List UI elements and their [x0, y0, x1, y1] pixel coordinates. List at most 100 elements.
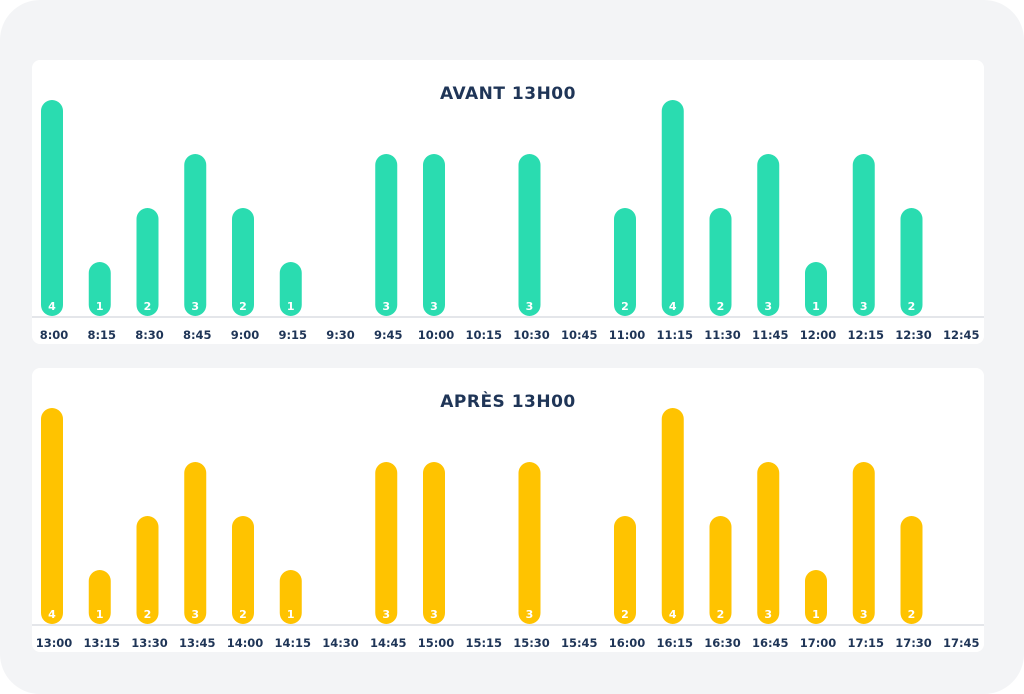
bar	[614, 208, 636, 316]
bar-value-label: 3	[764, 300, 772, 313]
x-tick-label: 14:00	[227, 636, 264, 650]
bar	[709, 516, 732, 624]
x-tick-label: 15:00	[418, 636, 455, 650]
x-tick-label: 15:15	[465, 636, 502, 650]
chart-title: AVANT 13H00	[440, 84, 576, 104]
bar	[852, 154, 875, 316]
bar	[136, 208, 159, 316]
bar-value-label: 1	[96, 608, 104, 621]
chart-panel-after-13h: APRÈS 13H00 4 13:00 1 13:15 2 13:30 3 13:45 2 14:…	[32, 368, 984, 652]
x-tick-label: 8:15	[87, 328, 116, 342]
bar	[661, 100, 684, 316]
bar-value-label: 3	[382, 608, 390, 621]
bar-value-label: 3	[860, 300, 868, 313]
bar	[661, 408, 684, 624]
bar-value-label: 3	[191, 608, 199, 621]
bar-value-label: 3	[526, 300, 534, 313]
bar	[518, 462, 541, 624]
bar	[757, 154, 780, 316]
chart-title: APRÈS 13H00	[440, 392, 576, 412]
bar-value-label: 2	[144, 300, 152, 313]
x-tick-label: 11:15	[656, 328, 693, 342]
x-tick-label: 13:30	[131, 636, 168, 650]
x-tick-label: 12:30	[895, 328, 932, 342]
x-tick-label: 9:15	[278, 328, 307, 342]
x-tick-label: 10:45	[561, 328, 598, 342]
bar-value-label: 1	[812, 608, 820, 621]
bar-value-label: 2	[239, 608, 247, 621]
x-tick-label: 11:00	[609, 328, 646, 342]
bar	[279, 262, 302, 316]
bar-value-label: 2	[908, 608, 916, 621]
bar	[375, 462, 398, 624]
x-tick-label: 12:15	[847, 328, 884, 342]
x-tick-label: 16:00	[609, 636, 646, 650]
bar-value-label: 2	[717, 608, 725, 621]
bar	[757, 462, 780, 624]
bar	[88, 262, 111, 316]
bar-value-label: 1	[287, 608, 295, 621]
x-tick-label: 8:00	[40, 328, 69, 342]
x-tick-label: 9:45	[374, 328, 403, 342]
bar-value-label: 3	[382, 300, 390, 313]
x-tick-label: 16:15	[656, 636, 693, 650]
bar-value-label: 2	[239, 300, 247, 313]
x-tick-label: 15:45	[561, 636, 598, 650]
bar	[709, 208, 732, 316]
bar	[136, 516, 159, 624]
x-tick-label: 17:30	[895, 636, 932, 650]
bar-value-label: 1	[287, 300, 295, 313]
x-tick-label: 10:15	[465, 328, 502, 342]
x-tick-label: 10:30	[513, 328, 550, 342]
bar	[518, 154, 541, 316]
x-tick-label: 9:00	[231, 328, 260, 342]
bar-value-label: 3	[430, 300, 438, 313]
x-tick-label: 8:30	[135, 328, 164, 342]
x-tick-label: 16:45	[752, 636, 789, 650]
x-tick-label: 11:45	[752, 328, 789, 342]
bar	[88, 570, 111, 624]
bar	[900, 516, 923, 624]
x-tick-label: 17:15	[847, 636, 884, 650]
x-tick-label: 15:30	[513, 636, 550, 650]
chart-panel-before-13h: AVANT 13H00 4 8:00 1 8:15 2 8:30 3 8:45 2 9:00 1 9:…	[32, 60, 984, 344]
x-tick-label: 10:00	[418, 328, 455, 342]
bar-value-label: 3	[191, 300, 199, 313]
x-tick-label: 13:00	[36, 636, 73, 650]
bar-chart-before-13h: 4 8:00 1 8:15 2 8:30 3 8:45 2 9:00 1 9:15 9:30 3 9:45 3…	[32, 100, 984, 342]
x-tick-label: 11:30	[704, 328, 741, 342]
bar	[41, 408, 63, 624]
x-tick-label: 16:30	[704, 636, 741, 650]
x-tick-label: 12:45	[943, 328, 980, 342]
bar	[805, 262, 827, 316]
bar	[423, 462, 445, 624]
bar	[375, 154, 398, 316]
bar-value-label: 2	[621, 300, 629, 313]
bar	[41, 100, 63, 316]
x-tick-label: 17:45	[943, 636, 980, 650]
x-tick-label: 14:15	[274, 636, 311, 650]
bar	[852, 462, 875, 624]
bar-value-label: 4	[48, 300, 56, 313]
bar	[184, 154, 207, 316]
bar-value-label: 4	[669, 608, 677, 621]
x-tick-label: 8:45	[183, 328, 212, 342]
bar-value-label: 3	[764, 608, 772, 621]
x-tick-label: 14:45	[370, 636, 407, 650]
x-tick-label: 9:30	[326, 328, 355, 342]
bar-value-label: 4	[48, 608, 56, 621]
x-tick-label: 13:45	[179, 636, 216, 650]
x-tick-label: 12:00	[800, 328, 837, 342]
bar	[279, 570, 302, 624]
bar	[900, 208, 923, 316]
bar-value-label: 1	[96, 300, 104, 313]
bar	[614, 516, 636, 624]
bar-value-label: 2	[621, 608, 629, 621]
bar-value-label: 3	[860, 608, 868, 621]
bar-value-label: 3	[430, 608, 438, 621]
bar-chart-after-13h: 4 13:00 1 13:15 2 13:30 3 13:45 2 14:00 1 14:15 14:3…	[32, 408, 984, 650]
bar	[805, 570, 827, 624]
bar-value-label: 2	[908, 300, 916, 313]
bar-value-label: 2	[144, 608, 152, 621]
bar-value-label: 4	[669, 300, 677, 313]
